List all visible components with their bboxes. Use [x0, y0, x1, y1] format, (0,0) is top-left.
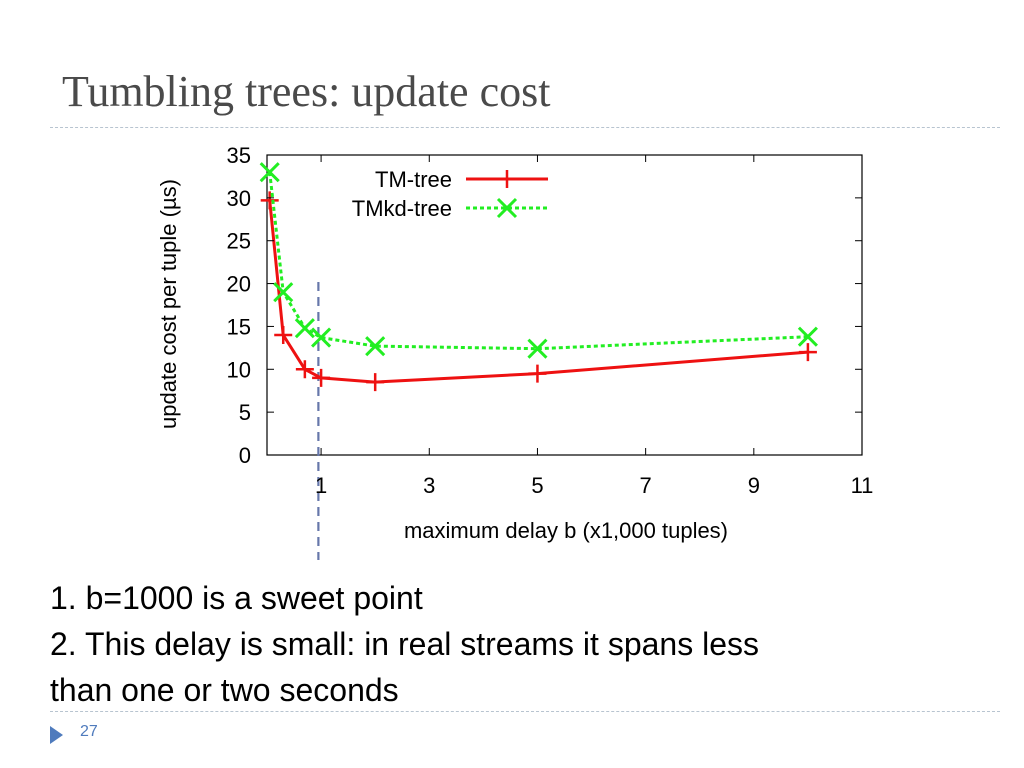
- data-point-1: [366, 373, 385, 392]
- data-point-1: [295, 360, 314, 379]
- slide-notes: 1. b=1000 is a sweet point 2. This delay…: [50, 575, 759, 713]
- series-line-1: [268, 200, 809, 384]
- y-tick-label: 15: [227, 314, 251, 339]
- y-axis-label: update cost per tuple (µs): [156, 179, 181, 429]
- legend-label-1: TM-tree: [375, 167, 452, 192]
- data-point-2: [365, 336, 386, 357]
- x-tick-label: 7: [640, 473, 652, 498]
- data-point-2: [273, 282, 294, 303]
- x-tick-label: 1: [315, 473, 327, 498]
- x-axis-label: maximum delay b (x1,000 tuples): [404, 518, 728, 543]
- data-point-1: [274, 326, 293, 344]
- note-line-2: 2. This delay is small: in real streams …: [50, 626, 759, 662]
- y-tick-label: 10: [227, 357, 251, 382]
- y-tick-label: 25: [227, 229, 251, 254]
- y-tick-label: 5: [239, 400, 251, 425]
- data-point-1: [312, 368, 331, 387]
- data-point-2: [797, 326, 818, 347]
- triangle-bullet-icon: [50, 726, 63, 744]
- data-point-1: [260, 191, 279, 210]
- data-point-2: [527, 338, 548, 359]
- note-line-1: 1. b=1000 is a sweet point: [50, 580, 423, 616]
- data-point-1: [528, 364, 547, 383]
- legend-label-2: TMkd-tree: [352, 196, 452, 221]
- footer-divider: [50, 711, 1000, 712]
- plot-frame: [266, 154, 863, 456]
- legend-marker-2: [496, 197, 518, 219]
- y-tick-label: 35: [227, 143, 251, 168]
- data-point-2: [311, 327, 332, 348]
- title-divider: [50, 127, 1000, 128]
- data-point-1: [798, 343, 817, 362]
- data-point-2: [259, 162, 280, 183]
- y-tick-label: 30: [227, 186, 251, 211]
- x-tick-label: 9: [748, 473, 760, 498]
- x-tick-label: 3: [423, 473, 435, 498]
- page-number: 27: [80, 723, 98, 740]
- data-point-2: [294, 318, 315, 339]
- slide-title: Tumbling trees: update cost: [62, 67, 551, 116]
- legend-marker-1: [498, 170, 516, 188]
- series-line-2: [268, 171, 808, 351]
- y-tick-label: 20: [227, 272, 251, 297]
- y-tick-label: 0: [239, 443, 251, 468]
- x-tick-label: 5: [531, 473, 543, 498]
- note-line-3: than one or two seconds: [50, 672, 399, 708]
- x-tick-label: 11: [851, 473, 874, 498]
